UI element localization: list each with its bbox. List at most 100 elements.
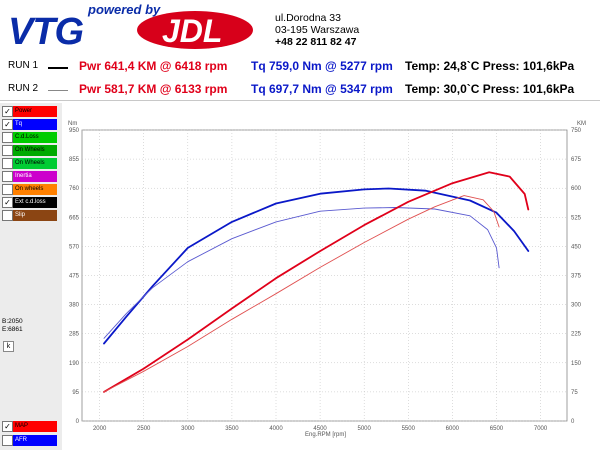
legend-label-cd-loss: C.d.Loss: [13, 132, 57, 143]
grid: [82, 129, 567, 422]
left-axis-ticks: 0 95 190 285 380 475 570 665 760 855 950: [69, 128, 80, 425]
legend-item-map[interactable]: ✓ MAP: [2, 421, 60, 432]
legend-item-power[interactable]: ✓ Power: [2, 106, 60, 117]
right-tick-label: 525: [571, 215, 582, 221]
series-line: [103, 187, 530, 345]
run-1-conditions: Temp: 24,8`C Press: 101,6kPa: [405, 59, 575, 73]
dyno-chart: 0 95 190 285 380 475 570 665 760 855 950 0 75 150 225…: [68, 121, 586, 438]
run-1-summary: RUN 1 Pwr 641,4 KM @ 6418 rpm Tq 759,0 N…: [0, 58, 600, 76]
range-readout: B:2050 E:6861: [2, 318, 23, 334]
legend-label-inertia: Inertia: [13, 171, 57, 182]
run-2-conditions: Temp: 30,0`C Press: 101,6kPa: [405, 82, 575, 96]
right-tick-label: 750: [571, 128, 582, 134]
right-axis-ticks: 0 75 150 225 300 375 450 525 600 675 750: [571, 128, 582, 425]
run-2-summary: RUN 2 Pwr 581,7 KM @ 6133 rpm Tq 697,7 N…: [0, 81, 600, 99]
legend-item-inertia[interactable]: Inertia: [2, 171, 60, 182]
legend-item-on-wheels-3[interactable]: On wheels: [2, 184, 60, 195]
legend-item-cd-loss[interactable]: C.d.Loss: [2, 132, 60, 143]
left-tick-label: 95: [72, 390, 79, 396]
legend-label-map: MAP: [13, 421, 57, 432]
run-1-power: Pwr 641,4 KM @ 6418 rpm: [79, 59, 228, 73]
address-block: ul.Dorodna 33 03-195 Warszawa +48 22 811…: [275, 12, 359, 48]
legend-label-slip: Slip: [13, 210, 57, 221]
curve-selector-sidebar: ✓ Power ✓ Tq C.d.Loss On Wheels On Wheel…: [0, 103, 62, 450]
vtg-jdl-logo: powered by VTG JDL: [8, 2, 253, 52]
series-lines: [103, 171, 530, 393]
run-2-line-swatch: [48, 90, 68, 91]
legend-item-ext-cd-loss[interactable]: ✓ Ext c.d.loss: [2, 197, 60, 208]
left-tick-label: 475: [69, 274, 80, 280]
legend-label-tq: Tq: [13, 119, 57, 130]
left-tick-label: 760: [69, 186, 80, 192]
legend-item-tq[interactable]: ✓ Tq: [2, 119, 60, 130]
run-2-label: RUN 2: [8, 83, 39, 94]
right-tick-label: 675: [571, 157, 582, 163]
phone-number: +48 22 811 82 47: [275, 36, 357, 48]
left-axis-label: Nm: [68, 121, 77, 127]
e-value: E:6861: [2, 326, 23, 333]
logo-tagline: powered by: [87, 2, 161, 17]
right-tick-label: 225: [571, 332, 582, 338]
right-axis-label: KM: [577, 121, 586, 127]
right-tick-label: 75: [571, 390, 578, 396]
run-1-torque: Tq 759,0 Nm @ 5277 rpm: [251, 59, 393, 73]
header-divider: [0, 100, 600, 101]
x-tick-label: 5500: [402, 426, 416, 432]
x-tick-label: 7000: [534, 426, 548, 432]
legend-label-on-wheels-1: On Wheels: [13, 145, 57, 156]
right-tick-label: 150: [571, 361, 582, 367]
run-1-label: RUN 1: [8, 60, 39, 71]
series-line: [103, 207, 500, 339]
x-tick-label: 5000: [358, 426, 372, 432]
x-tick-label: 2500: [137, 426, 151, 432]
address-city: 03-195 Warszawa: [275, 24, 360, 36]
legend-label-power: Power: [13, 106, 57, 117]
legend-item-on-wheels-1[interactable]: On Wheels: [2, 145, 60, 156]
logo-jdl: JDL: [162, 13, 222, 49]
legend-label-afr: AFR: [13, 435, 57, 446]
x-tick-label: 2000: [93, 426, 107, 432]
x-tick-label: 6500: [490, 426, 504, 432]
left-tick-label: 665: [69, 215, 80, 221]
left-tick-label: 855: [69, 157, 80, 163]
right-tick-label: 600: [571, 186, 582, 192]
checkbox-on-wheels-2[interactable]: [2, 158, 13, 169]
left-tick-label: 0: [76, 419, 80, 425]
checkbox-inertia[interactable]: [2, 171, 13, 182]
legend-item-slip[interactable]: Slip: [2, 210, 60, 221]
checkbox-power[interactable]: ✓: [2, 106, 13, 117]
checkbox-afr[interactable]: [2, 435, 13, 446]
run-2-power: Pwr 581,7 KM @ 6133 rpm: [79, 82, 228, 96]
checkbox-ext-cd-loss[interactable]: ✓: [2, 197, 13, 208]
k-button[interactable]: k: [3, 341, 14, 352]
x-axis-ticks: 2000 2500 3000 3500 4000 4500 5000 5500 6000 6500…: [93, 426, 548, 432]
checkbox-map[interactable]: ✓: [2, 421, 13, 432]
checkbox-on-wheels-1[interactable]: [2, 145, 13, 156]
right-tick-label: 375: [571, 274, 582, 280]
legend-label-on-wheels-2: On Wheels: [13, 158, 57, 169]
checkbox-cd-loss[interactable]: [2, 132, 13, 143]
run-2-torque: Tq 697,7 Nm @ 5347 rpm: [251, 82, 393, 96]
x-tick-label: 4000: [269, 426, 283, 432]
series-line: [103, 171, 530, 393]
x-axis-label: Eng.RPM [rpm]: [305, 432, 346, 438]
legend-label-on-wheels-3: On wheels: [13, 184, 57, 195]
logo-vtg: VTG: [8, 11, 84, 52]
b-value: B:2050: [2, 318, 23, 325]
checkbox-slip[interactable]: [2, 210, 13, 221]
checkbox-on-wheels-3[interactable]: [2, 184, 13, 195]
left-tick-label: 190: [69, 361, 80, 367]
left-tick-label: 285: [69, 332, 80, 338]
run-1-line-swatch: [48, 67, 68, 69]
address-street: ul.Dorodna 33: [275, 12, 341, 24]
right-tick-label: 300: [571, 303, 582, 309]
legend-item-on-wheels-2[interactable]: On Wheels: [2, 158, 60, 169]
right-tick-label: 450: [571, 244, 582, 250]
left-tick-label: 380: [69, 303, 80, 309]
legend-item-afr[interactable]: AFR: [2, 435, 60, 446]
series-line: [103, 195, 500, 393]
checkbox-tq[interactable]: ✓: [2, 119, 13, 130]
x-tick-label: 6000: [446, 426, 460, 432]
legend-label-ext-cd-loss: Ext c.d.loss: [13, 197, 57, 208]
left-tick-label: 950: [69, 128, 80, 134]
